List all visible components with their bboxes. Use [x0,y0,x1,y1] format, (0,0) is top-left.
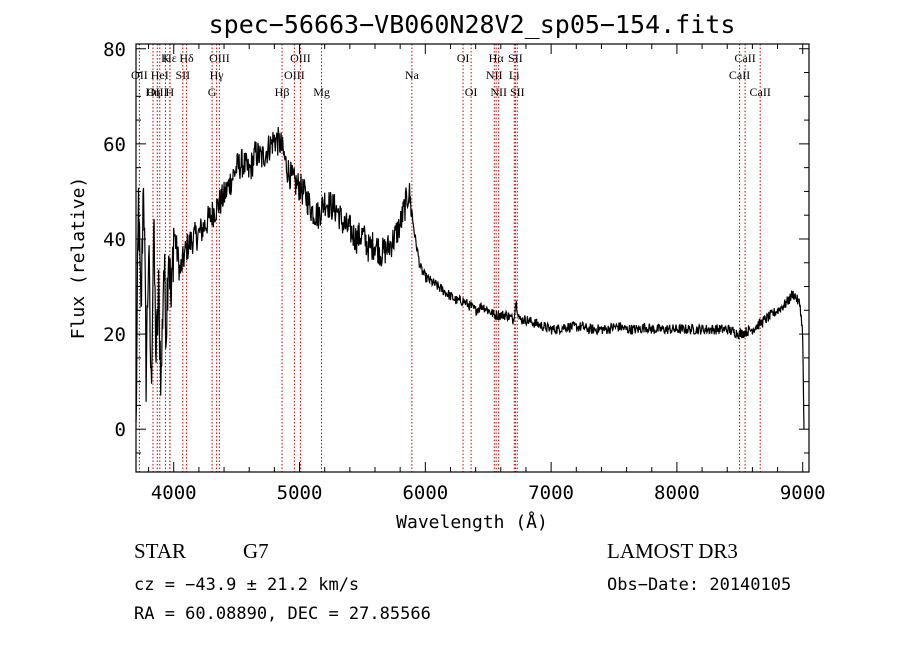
line-marker-label: NII [490,85,507,99]
line-marker-label: HeI [151,68,169,82]
chart-title: spec−56663−VB060N28V2_sp05−154.fits [209,10,736,39]
plot-frame [135,43,810,473]
line-markers [138,44,761,472]
y-tick-label: 0 [115,419,126,441]
line-marker-label: OIII [290,51,311,65]
y-tick-label: 20 [103,324,126,346]
y-tick-label: 60 [103,134,126,156]
observation-date: Obs−Date: 20140105 [607,575,791,595]
line-marker-label: OI [457,51,470,65]
x-tick-label: 4000 [151,482,197,504]
line-marker-label: SII [508,51,523,65]
y-axis-label: Flux (relative) [68,177,89,340]
line-marker-label: OIII [284,68,305,82]
x-tick-label: 7000 [528,482,574,504]
line-marker-label: Hβ [275,85,290,99]
x-tick-label: 8000 [654,482,700,504]
line-marker-label: CaII [750,85,771,99]
line-marker-label: Hα [489,51,505,65]
line-marker-label: CaII [729,68,750,82]
line-marker-label: Hε [163,51,177,65]
spectrum-line [135,127,805,430]
x-tick-label: 5000 [277,482,323,504]
redshift-cz: cz = −43.9 ± 21.2 km/s [134,575,359,595]
line-marker-label: SII [175,68,190,82]
line-marker-label: OII [131,68,148,82]
line-marker-label: K [161,51,170,65]
line-marker-label: Hδ [179,51,194,65]
x-tick-label: 6000 [402,482,448,504]
y-axis-ticks: 0 20 40 60 80 [103,39,809,454]
line-marker-label: OIII [209,51,230,65]
x-tick-label: 9000 [780,482,826,504]
survey-name: LAMOST DR3 [607,539,738,563]
line-marker-label: SII [510,85,525,99]
line-marker-label: OI [465,85,478,99]
line-marker-label: OIII [147,85,168,99]
line-marker-label: Na [405,68,420,82]
line-marker-label: Hγ [210,68,225,82]
object-class: STAR [134,539,186,563]
ra-dec-coordinates: RA = 60.08890, DEC = 27.85566 [134,604,431,624]
line-marker-label: CaII [734,51,755,65]
line-marker-label: Mg [313,85,330,99]
y-tick-label: 80 [103,39,126,61]
line-marker-label: G [208,85,217,99]
line-marker-label: Hη [146,85,161,99]
x-axis-ticks: 4000 5000 6000 7000 8000 9000 [148,44,826,504]
line-marker-label: H [166,85,175,99]
spectral-subclass: G7 [243,539,269,563]
y-tick-label: 40 [103,229,126,251]
x-axis-label: Wavelength (Å) [396,511,548,533]
line-marker-label: Li [509,68,520,82]
line-marker-label: NII [486,68,503,82]
